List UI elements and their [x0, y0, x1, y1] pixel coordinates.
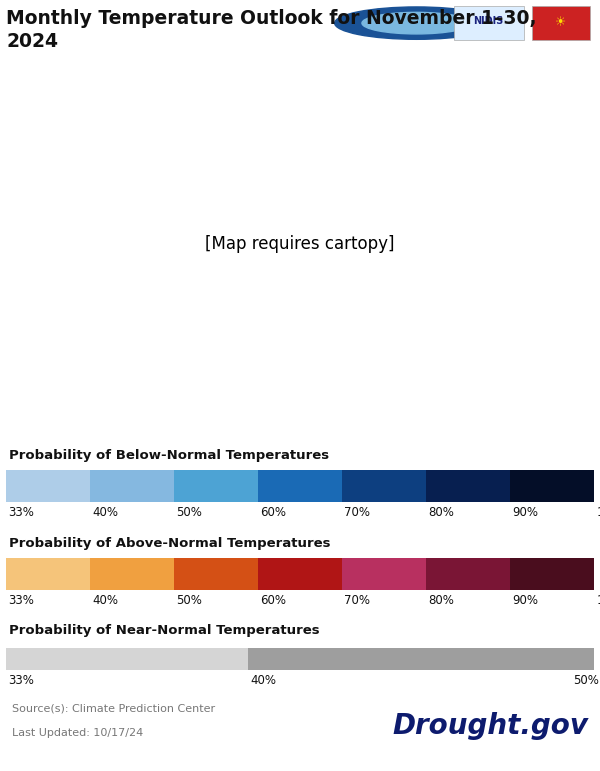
Text: Probability of Above-Normal Temperatures: Probability of Above-Normal Temperatures: [9, 537, 331, 550]
Text: [Map requires cartopy]: [Map requires cartopy]: [205, 235, 395, 253]
Bar: [342, 470, 426, 503]
Bar: [258, 557, 342, 590]
Text: 2024: 2024: [6, 32, 58, 52]
Bar: [258, 470, 342, 503]
Text: 40%: 40%: [92, 594, 118, 607]
Circle shape: [335, 7, 499, 39]
Bar: [510, 557, 594, 590]
Text: 60%: 60%: [260, 507, 286, 519]
Text: 100%: 100%: [596, 594, 600, 607]
Bar: [6, 648, 248, 670]
Text: 50%: 50%: [176, 594, 202, 607]
Text: NIDIS: NIDIS: [473, 16, 504, 26]
Text: 80%: 80%: [428, 507, 454, 519]
Text: 90%: 90%: [512, 507, 538, 519]
Bar: [6, 557, 90, 590]
Text: 60%: 60%: [260, 594, 286, 607]
Bar: [174, 470, 258, 503]
Text: 33%: 33%: [8, 507, 34, 519]
Bar: [532, 6, 590, 41]
Bar: [510, 470, 594, 503]
Text: Last Updated: 10/17/24: Last Updated: 10/17/24: [12, 728, 143, 738]
Text: 70%: 70%: [344, 507, 370, 519]
Text: 33%: 33%: [8, 594, 34, 607]
Text: 33%: 33%: [8, 674, 34, 687]
Circle shape: [362, 12, 471, 34]
Text: 90%: 90%: [512, 594, 538, 607]
Bar: [90, 557, 174, 590]
Bar: [90, 470, 174, 503]
Text: 50%: 50%: [176, 507, 202, 519]
Text: 40%: 40%: [251, 674, 277, 687]
Text: 80%: 80%: [428, 594, 454, 607]
Text: 100%: 100%: [596, 507, 600, 519]
Text: Probability of Near-Normal Temperatures: Probability of Near-Normal Temperatures: [9, 625, 320, 637]
Text: Drought.gov: Drought.gov: [392, 712, 588, 740]
Bar: [248, 648, 594, 670]
Bar: [174, 557, 258, 590]
Bar: [454, 6, 524, 41]
Text: 50%: 50%: [573, 674, 599, 687]
Bar: [426, 470, 510, 503]
Bar: [6, 470, 90, 503]
Text: 40%: 40%: [92, 507, 118, 519]
Text: Source(s): Climate Prediction Center: Source(s): Climate Prediction Center: [12, 704, 215, 714]
Text: ☀: ☀: [555, 16, 566, 29]
Text: Probability of Below-Normal Temperatures: Probability of Below-Normal Temperatures: [9, 449, 329, 463]
Text: 70%: 70%: [344, 594, 370, 607]
Bar: [342, 557, 426, 590]
Bar: [426, 557, 510, 590]
Text: Monthly Temperature Outlook for November 1–30,: Monthly Temperature Outlook for November…: [6, 9, 536, 29]
